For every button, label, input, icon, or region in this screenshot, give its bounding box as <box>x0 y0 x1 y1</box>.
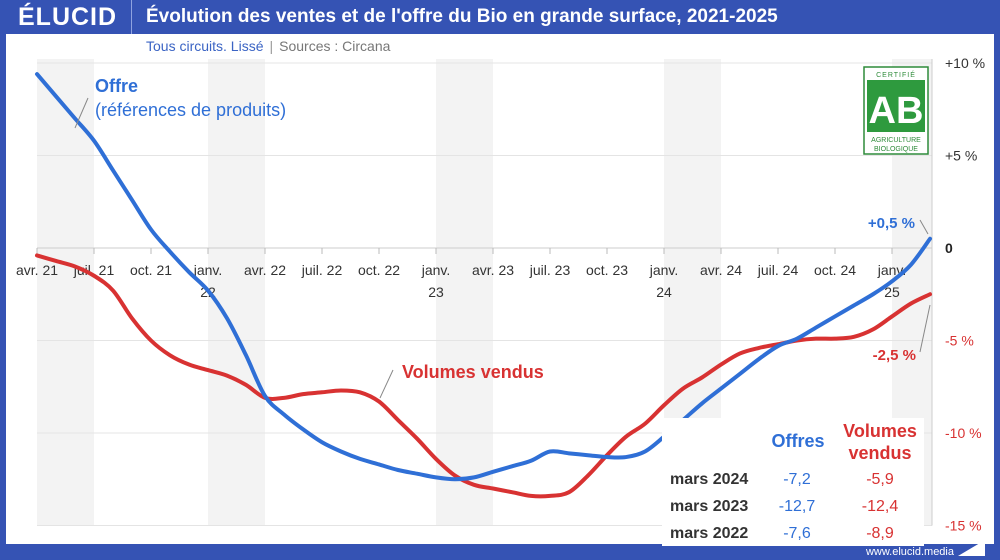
x-tick-label: oct. 23 <box>586 262 628 278</box>
x-tick-label: 23 <box>428 284 444 300</box>
y-tick-label: 0 <box>945 240 953 256</box>
y-tick-label: -10 % <box>945 425 982 441</box>
shaded-band <box>436 59 493 526</box>
table-cell-offres: -7,2 <box>783 471 811 488</box>
ab-logo: AB <box>869 90 924 132</box>
subtitle-sources: Sources : Circana <box>279 38 391 54</box>
ab-badge-bottom2: BIOLOGIQUE <box>874 146 918 153</box>
x-tick-label: avr. 22 <box>244 262 286 278</box>
ab-badge-bottom1: AGRICULTURE <box>871 137 921 144</box>
y-tick-label: +5 % <box>945 148 977 164</box>
ab-badge-top: CERTIFIÉ <box>876 70 916 79</box>
offre-label-leader <box>74 97 89 129</box>
x-tick-label: oct. 24 <box>814 262 856 278</box>
table-row-label: mars 2023 <box>670 498 748 515</box>
y-tick-label: -5 % <box>945 333 974 349</box>
table-header-vendus: vendus <box>848 443 911 463</box>
y-tick-label: +10 % <box>945 55 985 71</box>
x-tick-label: 25 <box>884 284 900 300</box>
y-tick-label: -15 % <box>945 518 982 534</box>
x-tick-label: janv. <box>649 262 679 278</box>
x-tick-label: 24 <box>656 284 672 300</box>
x-tick-label: avr. 24 <box>700 262 742 278</box>
header-divider <box>131 0 132 34</box>
x-tick-label: juil. 21 <box>73 262 115 278</box>
chart-title: Évolution des ventes et de l'offre du Bi… <box>146 6 778 27</box>
subtitle-separator: | <box>269 38 274 54</box>
volumes-label-leader <box>379 369 394 399</box>
table-cell-volumes: -5,9 <box>866 471 894 488</box>
volumes-end-label: -2,5 % <box>873 347 916 364</box>
x-tick-label: juil. 24 <box>757 262 799 278</box>
elucid-logo: ÉLUCID <box>18 3 118 31</box>
offre-sublabel: (références de produits) <box>95 100 286 120</box>
x-tick-label: oct. 21 <box>130 262 172 278</box>
volumes-label: Volumes vendus <box>402 362 544 382</box>
volumes-end-leader <box>919 304 931 353</box>
subtitle-main: Tous circuits. Lissé <box>146 38 264 54</box>
table-cell-offres: -7,6 <box>783 525 811 542</box>
shaded-band <box>208 59 265 526</box>
footer-url[interactable]: www.elucid.media <box>865 546 954 558</box>
x-tick-label: oct. 22 <box>358 262 400 278</box>
offre-end-leader <box>919 219 929 235</box>
x-tick-label: avr. 23 <box>472 262 514 278</box>
table-header-offres: Offres <box>771 431 824 451</box>
table-row-label: mars 2024 <box>670 471 748 488</box>
table-header-volumes: Volumes <box>843 421 917 441</box>
table-cell-offres: -12,7 <box>779 498 816 515</box>
table-cell-volumes: -12,4 <box>862 498 899 515</box>
table-cell-volumes: -8,9 <box>866 525 894 542</box>
subtitle: Tous circuits. Lissé | Sources : Circana <box>146 38 390 54</box>
x-tick-label: juil. 23 <box>529 262 571 278</box>
ab-badge-bg <box>867 80 925 132</box>
table-bg <box>662 418 924 546</box>
x-tick-label: janv. <box>421 262 451 278</box>
offre-end-label: +0,5 % <box>868 215 915 232</box>
elucid-flag-icon <box>958 540 985 556</box>
x-tick-label: janv. <box>193 262 223 278</box>
header: ÉLUCID Évolution des ventes et de l'offr… <box>0 0 1000 34</box>
x-tick-label: avr. 21 <box>16 262 58 278</box>
x-tick-label: juil. 22 <box>301 262 343 278</box>
offre-label: Offre <box>95 76 138 96</box>
shaded-band <box>37 59 94 526</box>
series-line-offre <box>35 72 932 482</box>
table-row-label: mars 2022 <box>670 525 748 542</box>
